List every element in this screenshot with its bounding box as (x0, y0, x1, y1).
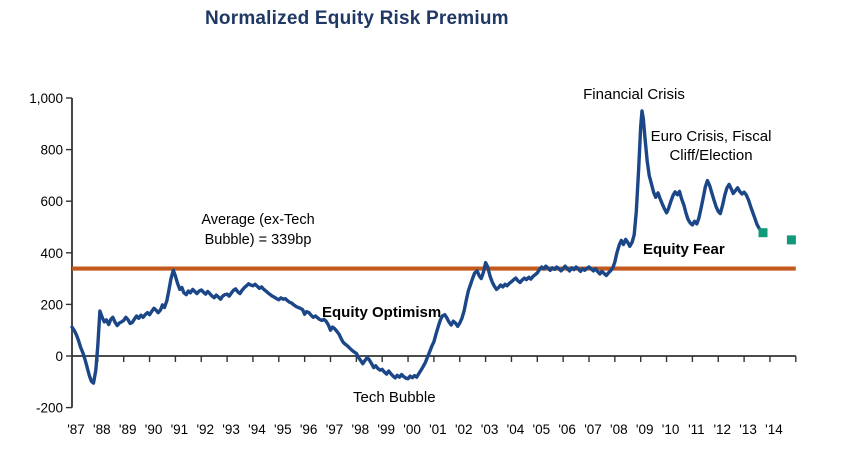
x-axis-label: '98 (352, 422, 370, 437)
x-axis-label: '95 (274, 422, 292, 437)
x-axis-label: '07 (584, 422, 602, 437)
x-axis-label: '94 (248, 422, 266, 437)
x-axis-label: '12 (713, 422, 731, 437)
y-axis-label: 800 (40, 143, 63, 158)
y-axis-label: 200 (40, 297, 63, 312)
x-axis-label: '88 (93, 422, 111, 437)
x-axis-label: '91 (171, 422, 189, 437)
annotation-average-line2: Bubble) = 339bp (204, 232, 312, 248)
x-axis-label: '93 (222, 422, 240, 437)
x-axis-label: '09 (636, 422, 654, 437)
forecast-marker (786, 235, 796, 245)
x-axis-label: '99 (377, 422, 395, 437)
x-axis-label: '06 (558, 422, 576, 437)
x-axis-label: '97 (326, 422, 344, 437)
x-axis-label: '96 (300, 422, 318, 437)
annotation-equity-optimism: Equity Optimism (322, 304, 442, 321)
y-axis-label: 0 (55, 349, 63, 364)
forecast-marker (758, 228, 768, 238)
x-axis-label: '87 (67, 422, 85, 437)
x-axis-label: '00 (403, 422, 421, 437)
x-axis-label: '13 (739, 422, 757, 437)
x-axis-label: '04 (507, 422, 525, 437)
x-axis-label: '03 (481, 422, 499, 437)
x-axis-label: '05 (533, 422, 551, 437)
y-axis-label: 400 (40, 246, 63, 261)
annotation-euro-crisis-line2: Cliff/Election (669, 147, 753, 164)
x-axis-label: '10 (662, 422, 680, 437)
x-axis-label: '08 (610, 422, 628, 437)
y-axis-label: 1,000 (29, 91, 63, 106)
x-axis-label: '01 (429, 422, 447, 437)
x-axis-label: '92 (196, 422, 214, 437)
chart-title: Normalized Equity Risk Premium (205, 8, 509, 29)
y-axis-label: 600 (40, 194, 63, 209)
annotation-tech-bubble: Tech Bubble (353, 389, 436, 406)
annotation-average-line1: Average (ex-Tech (201, 212, 315, 228)
x-axis-label: '14 (765, 422, 783, 437)
annotation-euro-crisis: Euro Crisis, Fiscal Cliff/Election (651, 127, 772, 165)
x-axis-label: '11 (688, 422, 705, 437)
erp-series-line (70, 109, 765, 385)
annotation-equity-fear: Equity Fear (643, 241, 725, 258)
x-axis-label: '89 (119, 422, 137, 437)
y-axis-label: -200 (36, 401, 63, 416)
x-axis-label: '02 (455, 422, 473, 437)
annotation-average: Average (ex-Tech Bubble) = 339bp (201, 210, 314, 250)
x-axis-label: '90 (145, 422, 163, 437)
annotation-euro-crisis-line1: Euro Crisis, Fiscal (650, 128, 772, 145)
annotation-financial-crisis: Financial Crisis (583, 86, 685, 103)
